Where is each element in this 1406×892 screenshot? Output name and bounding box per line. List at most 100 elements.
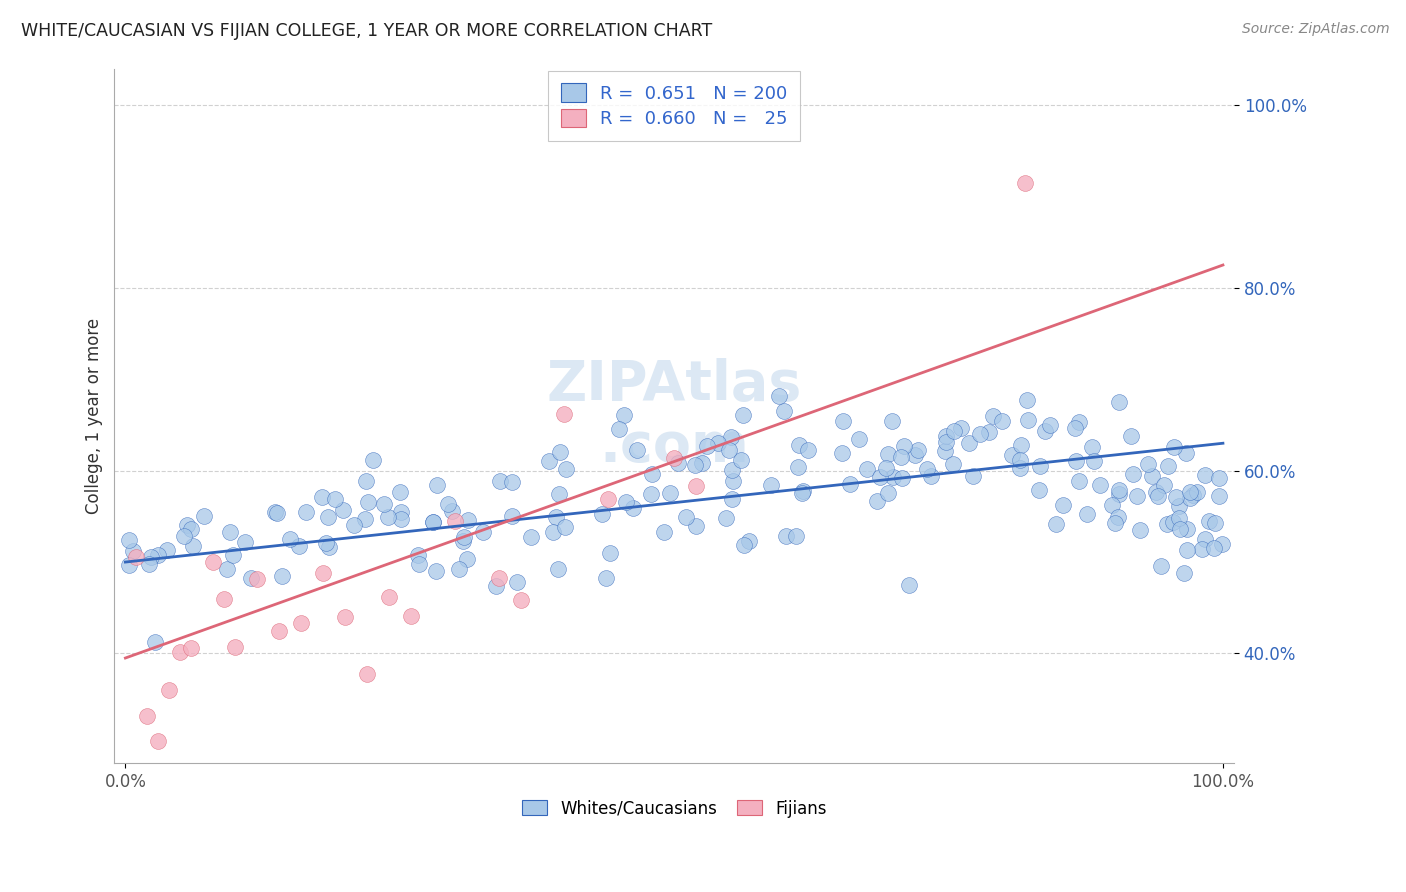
Point xyxy=(361,452,384,467)
Point xyxy=(505,574,527,589)
Point xyxy=(222,549,245,563)
Point xyxy=(235,535,257,549)
Point xyxy=(1101,498,1123,512)
Point xyxy=(685,479,707,493)
Point xyxy=(882,470,904,484)
Point xyxy=(1173,566,1195,581)
Point xyxy=(1180,491,1202,505)
Point xyxy=(169,645,191,659)
Point xyxy=(792,484,814,499)
Point xyxy=(440,504,463,518)
Point xyxy=(408,557,430,571)
Point xyxy=(447,562,470,576)
Point xyxy=(730,453,752,467)
Point xyxy=(136,708,159,723)
Text: WHITE/CAUCASIAN VS FIJIAN COLLEGE, 1 YEAR OR MORE CORRELATION CHART: WHITE/CAUCASIAN VS FIJIAN COLLEGE, 1 YEA… xyxy=(21,22,713,40)
Point xyxy=(614,495,637,509)
Point xyxy=(373,497,395,511)
Point xyxy=(212,591,235,606)
Point xyxy=(224,640,246,654)
Point xyxy=(354,475,377,489)
Point xyxy=(443,515,465,529)
Point xyxy=(323,491,346,506)
Point xyxy=(1121,429,1143,443)
Point xyxy=(391,505,413,519)
Point xyxy=(488,571,510,585)
Point xyxy=(180,641,202,656)
Point xyxy=(451,534,474,549)
Point xyxy=(893,439,915,453)
Point xyxy=(547,562,569,576)
Point xyxy=(271,568,294,582)
Point xyxy=(264,505,287,519)
Point xyxy=(316,509,339,524)
Point xyxy=(717,442,740,457)
Point xyxy=(125,550,148,565)
Point xyxy=(1052,498,1074,512)
Point xyxy=(471,525,494,540)
Point xyxy=(1108,483,1130,498)
Point xyxy=(1198,514,1220,528)
Point xyxy=(621,500,644,515)
Point xyxy=(267,624,290,638)
Point xyxy=(548,445,571,459)
Point xyxy=(118,533,141,547)
Text: Source: ZipAtlas.com: Source: ZipAtlas.com xyxy=(1241,22,1389,37)
Point xyxy=(685,458,707,472)
Point xyxy=(848,432,870,446)
Point xyxy=(920,468,942,483)
Point xyxy=(707,436,730,450)
Point xyxy=(148,734,170,748)
Point xyxy=(193,508,215,523)
Point xyxy=(389,512,412,526)
Point xyxy=(1211,537,1233,551)
Point xyxy=(501,509,523,524)
Point xyxy=(1137,458,1160,472)
Point xyxy=(1107,509,1129,524)
Point xyxy=(1185,484,1208,499)
Point xyxy=(696,439,718,453)
Point xyxy=(1194,467,1216,482)
Point xyxy=(1182,488,1205,502)
Point xyxy=(733,409,755,423)
Point xyxy=(1150,558,1173,573)
Point xyxy=(1157,459,1180,474)
Point xyxy=(962,469,984,483)
Point xyxy=(720,429,742,443)
Point xyxy=(1080,440,1102,454)
Point xyxy=(219,525,242,540)
Point xyxy=(157,683,180,698)
Point xyxy=(1208,489,1230,503)
Point xyxy=(882,414,904,428)
Point xyxy=(1108,487,1130,501)
Point xyxy=(280,533,302,547)
Point xyxy=(869,469,891,483)
Point xyxy=(761,478,783,492)
Point xyxy=(662,450,685,465)
Point xyxy=(640,486,662,500)
Point xyxy=(1163,440,1185,454)
Point xyxy=(1010,452,1032,467)
Point xyxy=(903,448,925,462)
Point xyxy=(692,457,714,471)
Point xyxy=(553,407,575,421)
Point xyxy=(957,436,980,450)
Y-axis label: College, 1 year or more: College, 1 year or more xyxy=(86,318,103,514)
Point xyxy=(202,555,225,569)
Point xyxy=(148,548,170,562)
Point xyxy=(1164,490,1187,504)
Point xyxy=(977,425,1000,440)
Point xyxy=(1033,424,1056,438)
Point xyxy=(737,534,759,549)
Point xyxy=(714,511,737,525)
Point xyxy=(890,450,912,464)
Point xyxy=(856,462,879,476)
Point xyxy=(1156,517,1178,532)
Point xyxy=(934,443,956,458)
Point xyxy=(389,485,412,500)
Point xyxy=(768,388,790,402)
Point xyxy=(519,530,541,544)
Point xyxy=(877,486,900,500)
Point xyxy=(295,506,318,520)
Point xyxy=(685,518,707,533)
